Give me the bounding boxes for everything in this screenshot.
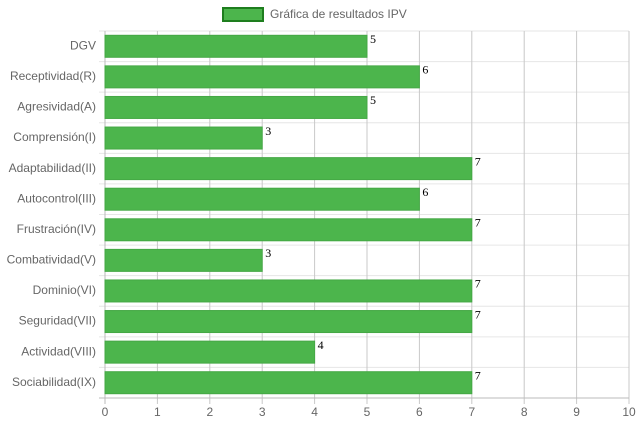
x-tick-label: 10	[622, 405, 636, 419]
y-tick-label: DGV	[70, 38, 96, 52]
bar	[104, 126, 263, 150]
bar	[104, 218, 473, 242]
bar	[104, 34, 368, 58]
y-tick-label: Agresividad(A)	[17, 100, 96, 114]
value-label: 7	[475, 368, 481, 382]
value-label: 3	[265, 124, 271, 138]
y-tick-label: Combatividad(V)	[7, 253, 96, 267]
bar	[104, 157, 473, 181]
x-tick-label: 1	[154, 405, 161, 419]
value-label: 5	[370, 93, 376, 107]
x-tick-label: 3	[259, 405, 266, 419]
y-tick-label: Sociabilidad(IX)	[12, 375, 96, 389]
y-tick-label: Receptividad(R)	[10, 69, 96, 83]
bar	[104, 279, 473, 303]
y-tick-label: Adaptabilidad(II)	[9, 161, 96, 175]
bar	[104, 95, 368, 119]
x-tick-label: 7	[468, 405, 475, 419]
x-tick-label: 0	[102, 405, 109, 419]
y-tick-label: Frustración(IV)	[17, 222, 96, 236]
value-label: 7	[475, 154, 481, 168]
bar	[104, 187, 420, 211]
y-tick-label: Dominio(VI)	[33, 283, 96, 297]
value-label: 4	[318, 338, 324, 352]
value-label: 3	[265, 246, 271, 260]
value-label: 7	[475, 307, 481, 321]
x-tick-label: 4	[311, 405, 318, 419]
value-label: 7	[475, 216, 481, 230]
bar	[104, 310, 473, 334]
bar	[104, 340, 316, 364]
value-label: 7	[475, 277, 481, 291]
y-tick-label: Seguridad(VII)	[19, 314, 96, 328]
value-label: 5	[370, 32, 376, 46]
bar	[104, 371, 473, 395]
bar	[104, 65, 420, 89]
x-tick-label: 6	[416, 405, 423, 419]
bar	[104, 248, 263, 272]
x-tick-label: 2	[206, 405, 213, 419]
legend-label: Gráfica de resultados IPV	[270, 7, 407, 21]
y-tick-label: Comprensión(I)	[13, 130, 96, 144]
value-label: 6	[422, 63, 428, 77]
x-tick-label: 5	[364, 405, 371, 419]
y-tick-label: Actividad(VIII)	[21, 344, 96, 358]
legend-swatch	[222, 7, 264, 22]
value-label: 6	[422, 185, 428, 199]
x-tick-label: 9	[573, 405, 580, 419]
y-tick-label: Autocontrol(III)	[17, 191, 96, 205]
x-tick-label: 8	[521, 405, 528, 419]
